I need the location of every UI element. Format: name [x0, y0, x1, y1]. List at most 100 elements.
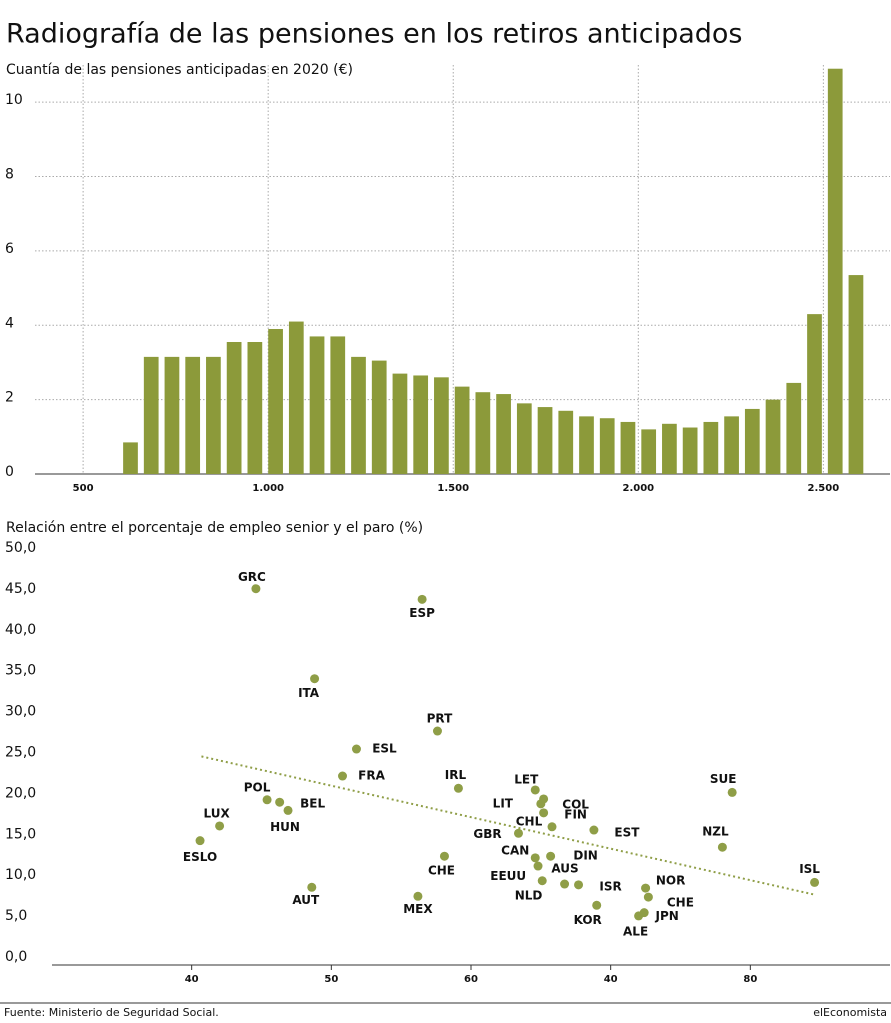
bar [599, 418, 615, 474]
bar [123, 442, 138, 474]
point-label: AUS [551, 862, 578, 876]
bar [662, 423, 677, 474]
point [413, 891, 423, 901]
bar [475, 392, 491, 474]
bar [579, 416, 594, 474]
point-label: CAN [501, 843, 529, 857]
bar [620, 421, 636, 474]
point-label: NZL [702, 825, 729, 839]
point-label: ISR [599, 879, 621, 893]
point-label: AUT [292, 893, 320, 907]
point [530, 853, 540, 863]
point-label: DIN [573, 849, 597, 863]
point [310, 674, 320, 684]
bar [413, 375, 429, 474]
x-tick-label: 1.000 [252, 483, 284, 494]
chart-subtitle: Relación entre el porcentaje de empleo s… [6, 520, 423, 536]
point-label: ESP [409, 606, 435, 620]
point [810, 877, 820, 887]
point-label: NOR [656, 874, 685, 888]
y-tick-label: 30,0 [5, 704, 36, 720]
y-tick-label: 4 [5, 315, 14, 331]
point [533, 861, 543, 871]
chart-subtitle: Cuantía de las pensiones anticipadas en … [6, 62, 353, 78]
y-tick-label: 2 [5, 390, 14, 406]
x-tick-label: 80 [743, 974, 757, 985]
bar [537, 407, 553, 474]
x-tick-label: 2.000 [622, 483, 654, 494]
bar [164, 356, 180, 474]
bar [848, 275, 864, 474]
point [547, 822, 557, 832]
y-tick-label: 20,0 [5, 785, 36, 801]
bar [434, 377, 449, 474]
point [546, 851, 556, 861]
point-label: GBR [473, 827, 501, 841]
bar [392, 373, 408, 474]
bar [744, 408, 760, 474]
point-label: GRC [238, 570, 266, 584]
bar [496, 394, 511, 474]
y-tick-label: 8 [5, 167, 14, 183]
bar [330, 336, 346, 474]
point [283, 805, 293, 815]
y-tick-label: 6 [5, 241, 14, 257]
point [717, 842, 727, 852]
point [574, 880, 584, 890]
point [275, 797, 285, 807]
point-label: LET [514, 772, 539, 786]
bar [765, 399, 781, 474]
point [417, 594, 427, 604]
point [643, 892, 653, 902]
point-label: COL [562, 797, 589, 811]
y-tick-label: 10 [5, 92, 23, 108]
point [727, 787, 737, 797]
point-label: ESLO [183, 850, 217, 864]
point-label: ESL [372, 742, 397, 756]
point-label: PRT [427, 712, 453, 726]
bar [641, 429, 657, 474]
y-tick-label: 0 [5, 464, 14, 480]
point-label: MEX [403, 902, 433, 916]
bar [288, 321, 304, 474]
bar [247, 342, 263, 474]
bar [827, 68, 843, 474]
x-tick-label: 1.500 [437, 483, 469, 494]
bar [268, 328, 283, 474]
point [539, 808, 549, 818]
point-label: FRA [358, 769, 385, 783]
point [338, 771, 348, 781]
point [539, 794, 549, 804]
point-label: EEUU [490, 869, 526, 883]
point [641, 883, 651, 893]
y-tick-label: 35,0 [5, 663, 36, 679]
point-label: LIT [493, 796, 514, 810]
bar [807, 314, 822, 474]
source: Fuente: Ministerio de Seguridad Social. [4, 1006, 219, 1019]
x-tick-label: 60 [464, 974, 478, 985]
point-label: NLD [515, 889, 543, 903]
point [530, 785, 540, 795]
point-label: IRL [445, 768, 467, 782]
x-tick-label: 50 [324, 974, 338, 985]
point [560, 879, 570, 889]
y-tick-label: 15,0 [5, 826, 36, 842]
bar [516, 403, 532, 474]
y-tick-label: 40,0 [5, 622, 36, 638]
point [589, 825, 599, 835]
point [195, 836, 205, 846]
bar [351, 356, 366, 474]
y-tick-label: 10,0 [5, 867, 36, 883]
bar [185, 356, 201, 474]
brand: elEconomista [813, 1006, 887, 1019]
y-tick-label: 0,0 [5, 949, 27, 965]
point-label: KOR [574, 913, 602, 927]
y-tick-label: 25,0 [5, 745, 36, 761]
point [432, 726, 442, 736]
point [513, 828, 523, 838]
y-tick-label: 50,0 [5, 540, 36, 556]
point [351, 744, 361, 754]
x-tick-label: 500 [73, 483, 94, 494]
point [453, 783, 463, 793]
